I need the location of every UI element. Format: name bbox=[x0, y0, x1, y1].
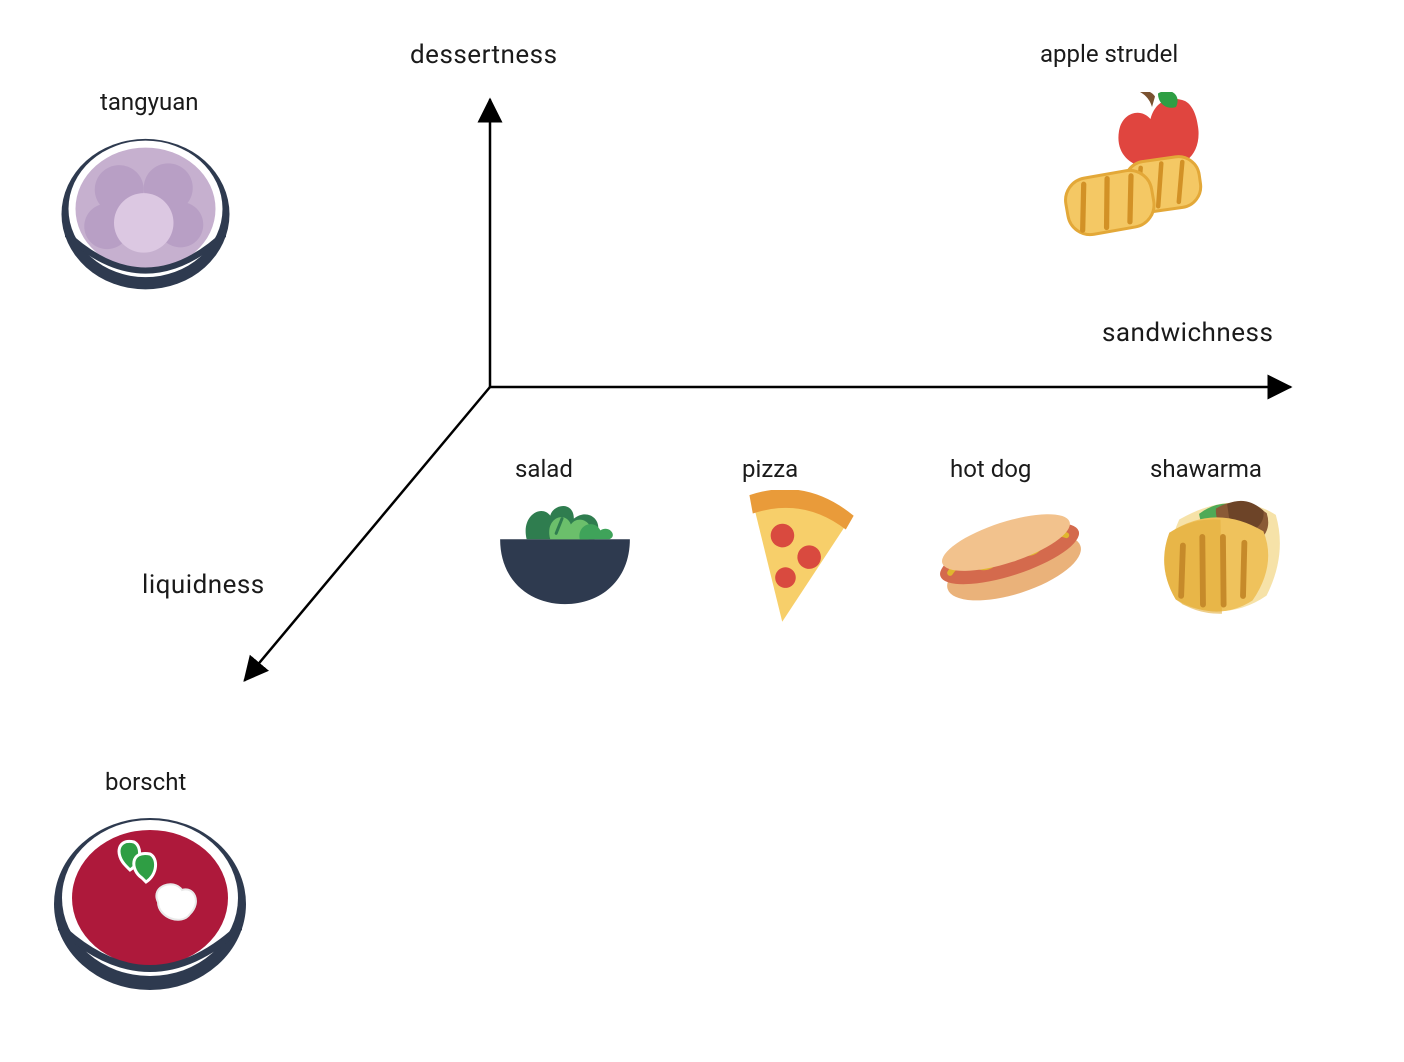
food-label-pizza: pizza bbox=[742, 455, 798, 483]
pizza-icon bbox=[725, 490, 860, 630]
axis-label-dessertness: dessertness bbox=[410, 40, 558, 70]
apple-strudel-icon bbox=[1035, 92, 1215, 242]
tangyuan-icon bbox=[58, 130, 233, 300]
hot-dog-icon bbox=[930, 495, 1090, 615]
food-label-salad: salad bbox=[515, 455, 573, 483]
food-label-tangyuan: tangyuan bbox=[100, 88, 199, 116]
food-label-borscht: borscht bbox=[105, 768, 186, 796]
food-label-shawarma: shawarma bbox=[1150, 455, 1262, 483]
axis-label-liquidness: liquidness bbox=[142, 570, 265, 600]
food-3d-axes-diagram: dessertness sandwichness liquidness tang… bbox=[0, 0, 1404, 1062]
food-label-apple-strudel: apple strudel bbox=[1040, 40, 1178, 68]
borscht-icon bbox=[50, 810, 250, 1000]
shawarma-icon bbox=[1140, 488, 1300, 628]
food-label-hot-dog: hot dog bbox=[950, 455, 1031, 483]
axis-liquidness bbox=[245, 387, 490, 680]
salad-icon bbox=[490, 495, 640, 610]
axis-label-sandwichness: sandwichness bbox=[1102, 318, 1273, 348]
